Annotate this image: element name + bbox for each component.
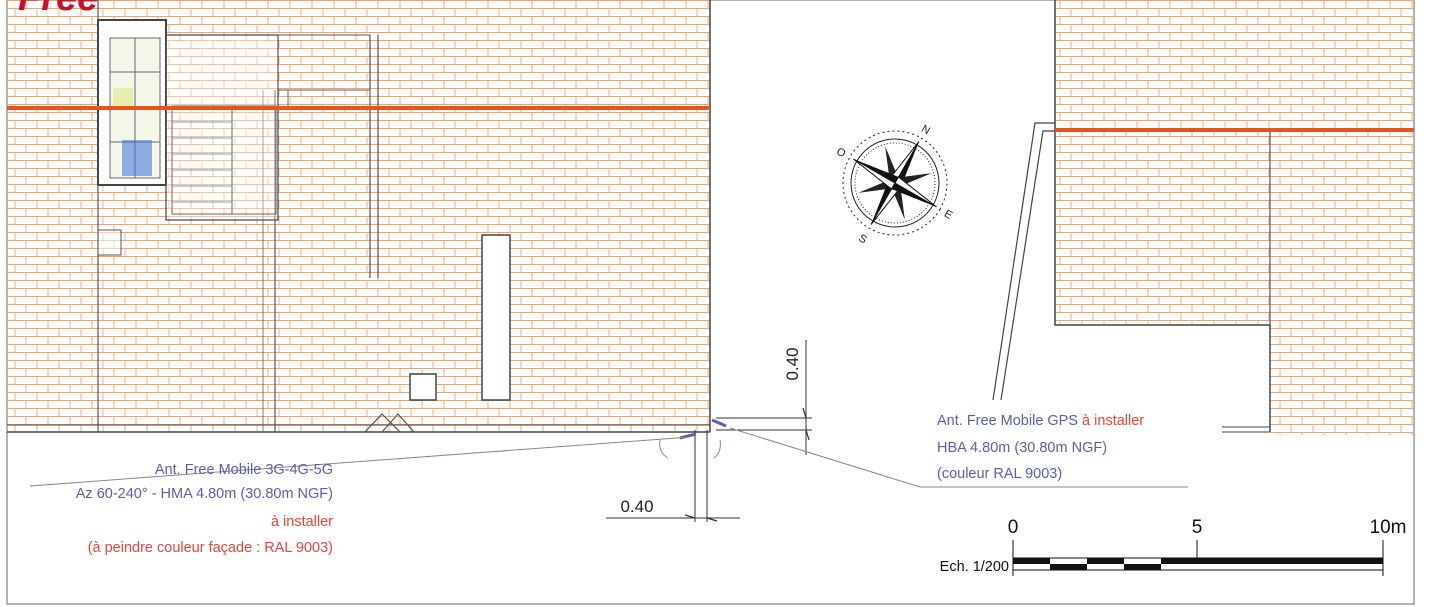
svg-text:Ant. Free Mobile GPS à install: Ant. Free Mobile GPS à installer (937, 413, 1144, 429)
vertical-dimension-label: 0.40 (783, 347, 802, 380)
right-building-roof (1054, 0, 1414, 435)
horizontal-dimension: 0.40 (606, 430, 740, 522)
horizontal-dimension-label: 0.40 (620, 497, 653, 516)
antenna-3g5g-label: Ant. Free Mobile 3G-4G-5G Az 60-240° - H… (76, 462, 333, 556)
antenna-gps-line1-install: à installer (1078, 413, 1144, 429)
vertical-dimension: 0.40 (716, 340, 812, 455)
roof-skylight-long (481, 234, 511, 401)
antenna-3g5g-line2: Az 60-240° - HMA 4.80m (30.80m NGF) (76, 486, 333, 502)
antenna-3g5g-line1: Ant. Free Mobile 3G-4G-5G (155, 462, 333, 478)
compass-label-e: E (942, 208, 954, 222)
scale-bar: 0 5 10m Ech. 1/200 (940, 517, 1407, 576)
antenna-gps-leader (729, 427, 1188, 488)
compass-label-n: N (919, 123, 932, 137)
compass-label-o: O (834, 146, 848, 161)
antenna-3g5g-line4: (à peindre couleur façade : RAL 9003) (88, 540, 333, 556)
antenna-gps-label: Ant. Free Mobile GPS à installer HBA 4.8… (937, 413, 1144, 482)
antenna-gps-line3: (couleur RAL 9003) (937, 466, 1062, 482)
compass-label-s: S (856, 232, 868, 246)
antenna-3g5g-symbol (659, 432, 721, 459)
scale-tick-0: 0 (1008, 517, 1019, 538)
antenna-3g5g-leader (29, 436, 691, 487)
free-logo-fragment: Free (18, 0, 98, 19)
stair-structure (97, 19, 379, 278)
scale-label: Ech. 1/200 (940, 559, 1009, 575)
antenna-3g5g-line3: à installer (271, 514, 333, 530)
scale-tick-10: 10m (1370, 517, 1407, 538)
roof-vent-left (97, 229, 122, 256)
roof-vent-square (409, 373, 437, 401)
gps-mast-line (992, 122, 1055, 401)
roof-hatch-symbol (364, 413, 415, 433)
antenna-gps-symbol (711, 418, 727, 428)
compass-rose: N E S O (834, 123, 954, 246)
antenna-gps-line1-name: Ant. Free Mobile GPS (937, 413, 1078, 429)
scale-tick-5: 5 (1192, 517, 1203, 538)
antenna-gps-line2: HBA 4.80m (30.80m NGF) (937, 440, 1107, 456)
